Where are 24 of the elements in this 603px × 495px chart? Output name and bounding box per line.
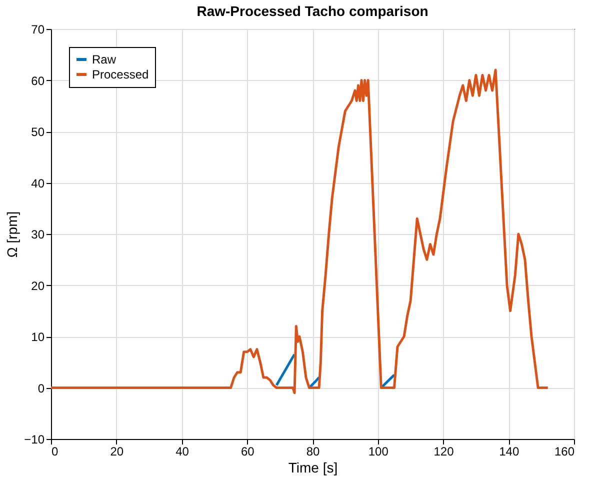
chart-title: Raw-Processed Tacho comparison (196, 3, 428, 19)
y-tick-label: 0 (38, 381, 45, 396)
y-tick-label: 20 (31, 278, 45, 293)
x-tick-label: 80 (306, 444, 320, 458)
x-tick-label: 100 (368, 444, 389, 458)
y-tick-label: 50 (31, 125, 45, 139)
y-tick-label: 30 (31, 228, 45, 242)
x-tick-label: 120 (434, 444, 454, 458)
y-tick-label: 60 (31, 74, 45, 88)
x-tick-label: 140 (499, 444, 520, 458)
legend-label: Raw (92, 52, 116, 66)
x-tick-label: 40 (176, 444, 190, 458)
y-tick-label: 40 (31, 176, 45, 190)
x-axis-title: Time [s] (288, 460, 338, 476)
y-tick-label: 10 (31, 330, 45, 344)
legend-label: Processed (92, 68, 149, 82)
x-tick-label: 20 (110, 444, 124, 458)
x-tick-label: 160 (554, 444, 575, 458)
y-tick-label: −10 (24, 432, 45, 446)
x-tick-label: 60 (240, 444, 255, 458)
line-series (51, 68, 550, 394)
y-axis-title: Ω [rpm] (4, 211, 20, 258)
y-tick-label: 70 (31, 22, 45, 36)
x-tick-label: 0 (52, 444, 58, 458)
